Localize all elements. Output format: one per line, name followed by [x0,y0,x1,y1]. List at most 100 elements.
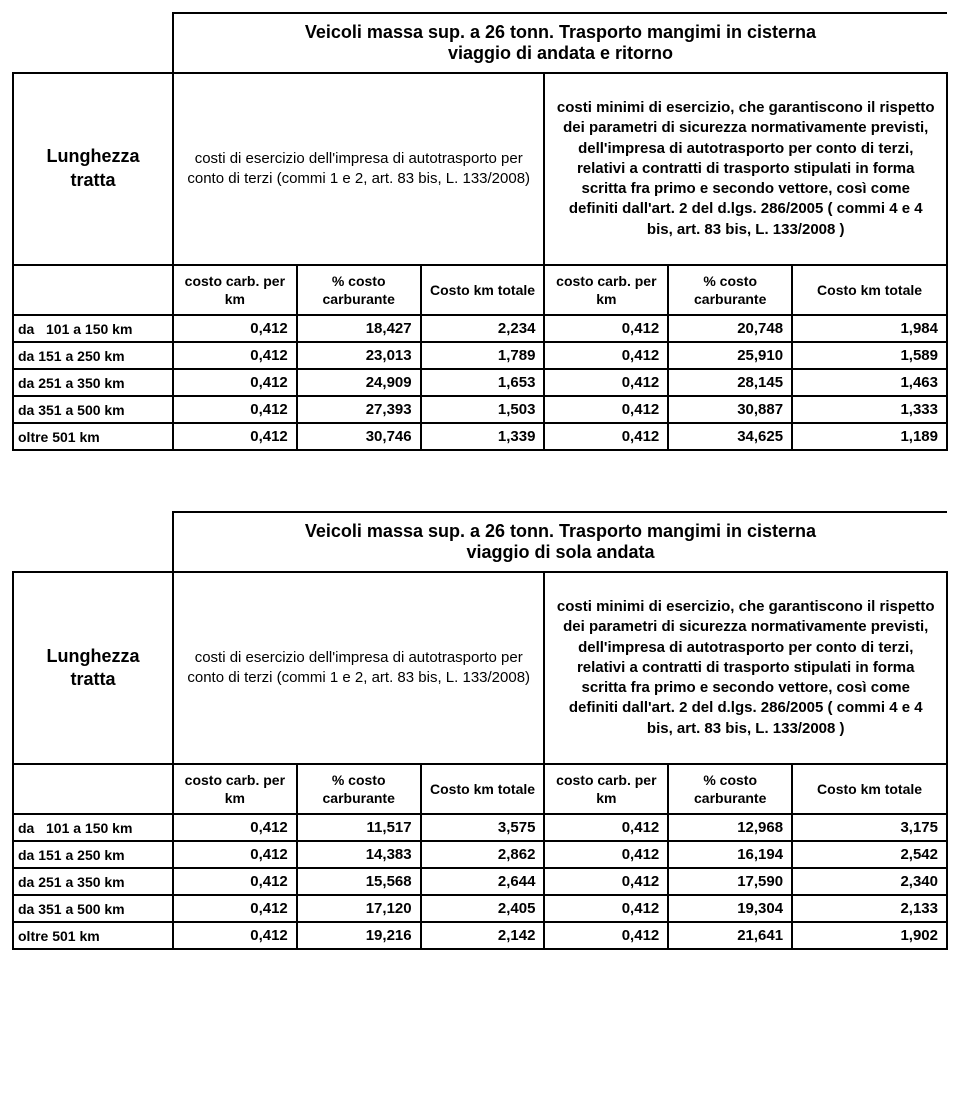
data-cell: 30,746 [297,423,421,450]
row-label: da 151 a 250 km [13,841,173,868]
column-header: % costo carburante [668,265,792,315]
data-cell: 0,412 [544,868,668,895]
data-cell: 34,625 [668,423,792,450]
table-row: da 351 a 500 km0,41227,3931,5030,41230,8… [13,396,947,423]
data-cell: 16,194 [668,841,792,868]
data-cell: 20,748 [668,315,792,342]
data-cell: 0,412 [173,342,297,369]
data-cell: 0,412 [544,315,668,342]
data-cell: 27,393 [297,396,421,423]
column-header: costo carb. per km [544,265,668,315]
column-header: Costo km totale [421,764,545,814]
cost-table-block: Veicoli massa sup. a 26 tonn. Trasporto … [12,12,948,451]
data-cell: 14,383 [297,841,421,868]
data-cell: 28,145 [668,369,792,396]
row-label: oltre 501 km [13,922,173,949]
data-cell: 0,412 [544,814,668,841]
table-title: Veicoli massa sup. a 26 tonn. Trasporto … [173,512,947,572]
column-header: % costo carburante [297,764,421,814]
data-cell: 2,542 [792,841,947,868]
column-header: costo carb. per km [173,265,297,315]
data-cell: 11,517 [297,814,421,841]
data-cell: 1,503 [421,396,545,423]
data-cell: 24,909 [297,369,421,396]
column-header: Costo km totale [792,764,947,814]
data-cell: 19,216 [297,922,421,949]
empty-corner [13,764,173,814]
row-label: da 101 a 150 km [13,814,173,841]
data-cell: 0,412 [173,922,297,949]
desc-left: costi di esercizio dell'impresa di autot… [173,572,544,764]
data-cell: 0,412 [544,423,668,450]
data-cell: 19,304 [668,895,792,922]
length-header: Lunghezzatratta [13,572,173,764]
data-cell: 12,968 [668,814,792,841]
data-cell: 0,412 [544,342,668,369]
data-cell: 0,412 [173,369,297,396]
data-cell: 0,412 [173,315,297,342]
column-header: % costo carburante [668,764,792,814]
title-spacer [13,13,173,73]
desc-right: costi minimi di esercizio, che garantisc… [544,73,947,265]
data-cell: 17,120 [297,895,421,922]
data-cell: 0,412 [544,895,668,922]
data-cell: 1,589 [792,342,947,369]
data-cell: 1,789 [421,342,545,369]
empty-corner [13,265,173,315]
column-header: costo carb. per km [544,764,668,814]
data-cell: 21,641 [668,922,792,949]
table-row: da 351 a 500 km0,41217,1202,4050,41219,3… [13,895,947,922]
data-cell: 3,575 [421,814,545,841]
length-header: Lunghezzatratta [13,73,173,265]
data-cell: 0,412 [173,841,297,868]
row-label: da 351 a 500 km [13,895,173,922]
data-cell: 0,412 [173,895,297,922]
row-label: oltre 501 km [13,423,173,450]
data-cell: 15,568 [297,868,421,895]
column-header: Costo km totale [792,265,947,315]
cost-table: Veicoli massa sup. a 26 tonn. Trasporto … [12,12,948,451]
table-row: oltre 501 km0,41219,2162,1420,41221,6411… [13,922,947,949]
data-cell: 0,412 [173,396,297,423]
data-cell: 1,189 [792,423,947,450]
desc-right: costi minimi di esercizio, che garantisc… [544,572,947,764]
title-spacer [13,512,173,572]
data-cell: 1,339 [421,423,545,450]
table-row: da 101 a 150 km0,41218,4272,2340,41220,7… [13,315,947,342]
data-cell: 0,412 [173,814,297,841]
table-title: Veicoli massa sup. a 26 tonn. Trasporto … [173,13,947,73]
data-cell: 2,405 [421,895,545,922]
data-cell: 0,412 [173,868,297,895]
table-row: da 151 a 250 km0,41214,3832,8620,41216,1… [13,841,947,868]
table-row: da 251 a 350 km0,41215,5682,6440,41217,5… [13,868,947,895]
data-cell: 1,463 [792,369,947,396]
data-cell: 0,412 [544,922,668,949]
data-cell: 2,142 [421,922,545,949]
data-cell: 23,013 [297,342,421,369]
data-cell: 3,175 [792,814,947,841]
data-cell: 0,412 [173,423,297,450]
cost-table: Veicoli massa sup. a 26 tonn. Trasporto … [12,511,948,950]
row-label: da 101 a 150 km [13,315,173,342]
row-label: da 151 a 250 km [13,342,173,369]
data-cell: 2,133 [792,895,947,922]
data-cell: 2,644 [421,868,545,895]
data-cell: 2,862 [421,841,545,868]
data-cell: 18,427 [297,315,421,342]
data-cell: 1,653 [421,369,545,396]
column-header: % costo carburante [297,265,421,315]
data-cell: 1,984 [792,315,947,342]
data-cell: 0,412 [544,841,668,868]
data-cell: 2,234 [421,315,545,342]
table-row: da 101 a 150 km0,41211,5173,5750,41212,9… [13,814,947,841]
desc-left: costi di esercizio dell'impresa di autot… [173,73,544,265]
data-cell: 17,590 [668,868,792,895]
data-cell: 1,902 [792,922,947,949]
row-label: da 251 a 350 km [13,868,173,895]
column-header: Costo km totale [421,265,545,315]
row-label: da 251 a 350 km [13,369,173,396]
data-cell: 1,333 [792,396,947,423]
row-label: da 351 a 500 km [13,396,173,423]
data-cell: 25,910 [668,342,792,369]
data-cell: 0,412 [544,396,668,423]
